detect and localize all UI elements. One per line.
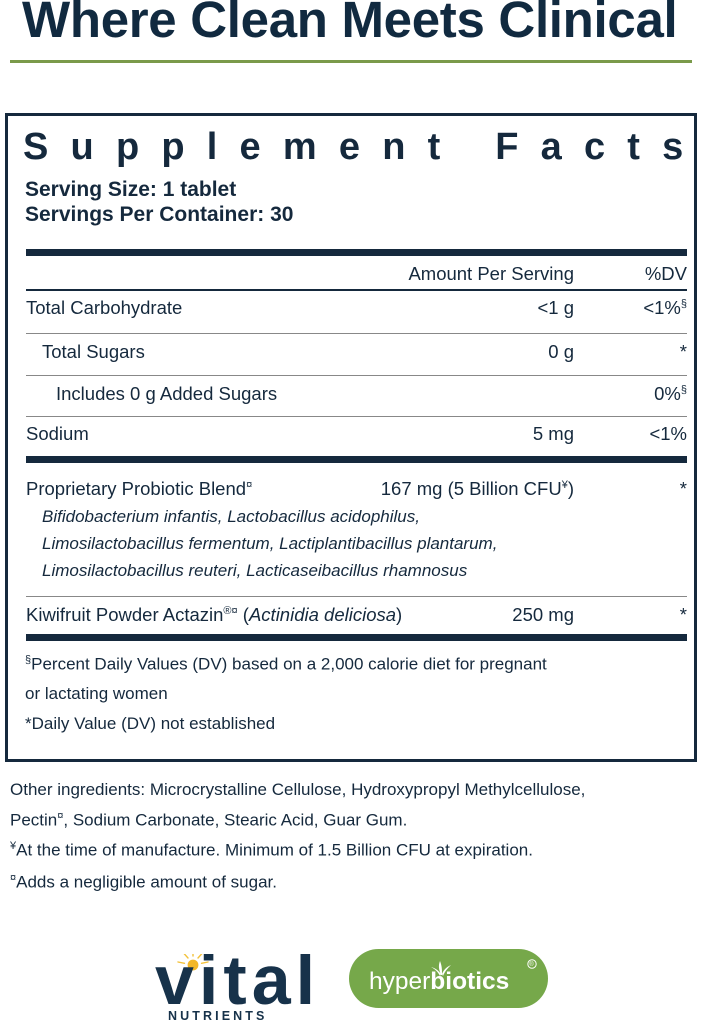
svg-text:®: ® xyxy=(529,961,534,968)
svg-text:NUTRIENTS: NUTRIENTS xyxy=(168,1009,267,1023)
